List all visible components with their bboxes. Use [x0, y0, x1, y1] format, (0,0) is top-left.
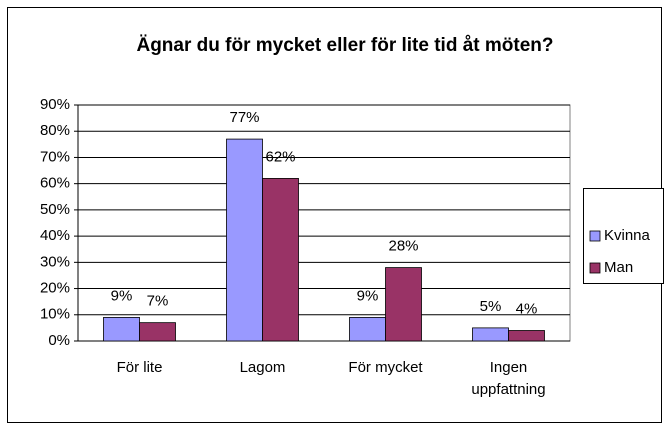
data-label: 7%: [147, 293, 169, 310]
y-tick-label: 80%: [40, 122, 70, 139]
data-label: 9%: [111, 287, 133, 304]
y-tick-label: 10%: [40, 306, 70, 323]
data-label: 9%: [357, 287, 379, 304]
chart-title: Ägnar du för mycket eller för lite tid å…: [136, 35, 553, 56]
bar: [349, 316, 386, 342]
bar: [508, 330, 545, 342]
bar: [139, 322, 176, 342]
data-label: 4%: [516, 300, 538, 317]
y-tick-label: 70%: [40, 148, 70, 165]
x-tick-label: Ingen uppfattning: [471, 359, 546, 398]
data-label: 62%: [265, 148, 295, 165]
legend-swatch: [589, 230, 601, 242]
data-label: 77%: [229, 109, 259, 126]
x-tick-label: För lite: [116, 359, 163, 376]
y-tick-label: 50%: [40, 201, 70, 218]
x-tick-label: Lagom: [239, 359, 286, 376]
data-label: 28%: [388, 238, 418, 255]
bar: [472, 327, 509, 342]
x-tick-label: För mycket: [348, 359, 423, 376]
y-tick-label: 40%: [40, 227, 70, 244]
data-label: 5%: [480, 298, 502, 315]
legend-label: Kvinna: [604, 227, 651, 244]
y-tick-label: 60%: [40, 175, 70, 192]
bar: [226, 138, 263, 342]
bar: [262, 178, 299, 342]
y-tick-label: 0%: [48, 332, 70, 349]
bar: [385, 267, 422, 342]
y-tick-label: 90%: [40, 96, 70, 113]
legend-label: Man: [604, 259, 633, 276]
legend-swatch: [589, 262, 601, 274]
bar: [103, 316, 140, 342]
y-tick-label: 30%: [40, 253, 70, 270]
plot-area: [77, 104, 571, 342]
y-tick-label: 20%: [40, 280, 70, 297]
